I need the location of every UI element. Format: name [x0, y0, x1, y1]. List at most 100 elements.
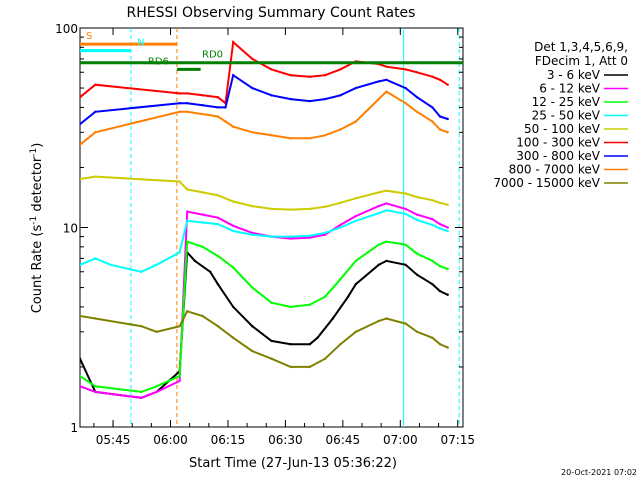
data-point: [155, 263, 158, 266]
data-point: [270, 235, 273, 238]
data-point: [216, 325, 220, 328]
data-point: [415, 213, 419, 216]
data-point: [385, 317, 388, 320]
data-point: [140, 390, 143, 394]
data-point: [94, 317, 97, 320]
data-point: [289, 365, 292, 369]
data-point: [109, 263, 112, 266]
data-point: [323, 233, 327, 236]
data-point: [323, 205, 327, 208]
data-point: [232, 266, 235, 269]
x-tick-label: 05:45: [96, 433, 131, 447]
data-point: [431, 336, 434, 339]
data-point: [323, 97, 327, 101]
x-axis-label: Start Time (27-Jun-13 05:36:22): [189, 456, 397, 471]
data-point: [178, 251, 181, 254]
legend-label-6: 300 - 800 keV: [516, 149, 600, 163]
data-point: [323, 357, 327, 360]
series-line-2: [80, 240, 449, 393]
data-point: [354, 219, 357, 222]
data-point: [178, 110, 181, 114]
data-point: [354, 283, 357, 286]
data-point: [415, 96, 419, 99]
data-point: [339, 201, 342, 204]
x-tick-label: 06:00: [153, 433, 188, 447]
y-tick-label: 10: [63, 222, 78, 236]
data-point: [377, 204, 380, 208]
data-point: [404, 102, 407, 105]
x-tick-label: 07:15: [440, 433, 475, 447]
data-point: [354, 214, 357, 218]
data-point: [377, 191, 380, 194]
data-point: [308, 343, 311, 346]
series-line-5: [80, 40, 449, 106]
legend-label-5: 100 - 300 keV: [516, 136, 600, 150]
series-line-3: [80, 209, 449, 273]
flag-label-rd6: RD6: [148, 56, 169, 67]
plot-area: [80, 28, 463, 427]
data-point: [270, 94, 273, 97]
data-point: [308, 99, 311, 103]
data-point: [216, 115, 220, 118]
y-axis-label-sup1: -1: [29, 216, 39, 225]
data-point: [339, 343, 342, 346]
data-point: [323, 134, 327, 137]
data-point: [385, 78, 388, 82]
data-point: [438, 227, 442, 230]
data-point: [251, 231, 254, 235]
data-point: [377, 212, 380, 215]
data-point: [94, 390, 97, 394]
data-point: [404, 212, 407, 216]
data-point: [140, 396, 143, 399]
data-point: [186, 92, 189, 95]
data-point: [80, 122, 82, 126]
data-point: [339, 226, 342, 229]
data-point: [251, 131, 254, 134]
data-point: [415, 252, 419, 255]
data-point: [339, 128, 342, 131]
y-axis-label-end: ): [30, 143, 45, 148]
data-point: [339, 278, 342, 281]
data-point: [186, 210, 189, 213]
data-point: [80, 96, 82, 99]
data-point: [385, 65, 388, 68]
data-point: [178, 92, 181, 95]
data-point: [431, 283, 434, 286]
data-point: [354, 330, 357, 333]
data-point: [346, 295, 350, 298]
data-point: [186, 310, 189, 313]
data-point: [385, 240, 388, 243]
data-point: [308, 234, 311, 237]
data-point: [251, 57, 254, 61]
data-point: [438, 343, 442, 346]
data-point: [438, 289, 442, 293]
data-point: [404, 68, 407, 71]
data-point: [80, 374, 82, 378]
data-point: [339, 223, 342, 227]
data-point: [270, 207, 273, 211]
data-point: [251, 233, 254, 236]
x-tick-label: 06:15: [211, 433, 246, 447]
data-point: [323, 231, 327, 235]
data-point: [431, 75, 434, 78]
data-point: [94, 257, 97, 260]
footer-date: 20-Oct-2021 07:02: [561, 468, 637, 477]
data-point: [438, 115, 442, 118]
data-point: [289, 237, 292, 240]
data-point: [438, 78, 442, 82]
y-tick-label: 1: [70, 421, 78, 435]
data-point: [289, 343, 292, 346]
y-axis-label-part2: detector: [30, 156, 45, 216]
data-point: [446, 229, 449, 233]
data-point: [385, 259, 388, 263]
data-point: [178, 374, 181, 378]
data-point: [377, 319, 380, 323]
tick-layer: 05:45 06:00 06:15 06:30 06:45 07:00 07:15 100 10…: [55, 22, 475, 447]
data-point: [377, 243, 380, 246]
data-point: [186, 110, 189, 114]
data-point: [201, 191, 204, 194]
data-point: [446, 131, 449, 134]
data-point: [308, 137, 311, 140]
data-point: [186, 102, 189, 105]
